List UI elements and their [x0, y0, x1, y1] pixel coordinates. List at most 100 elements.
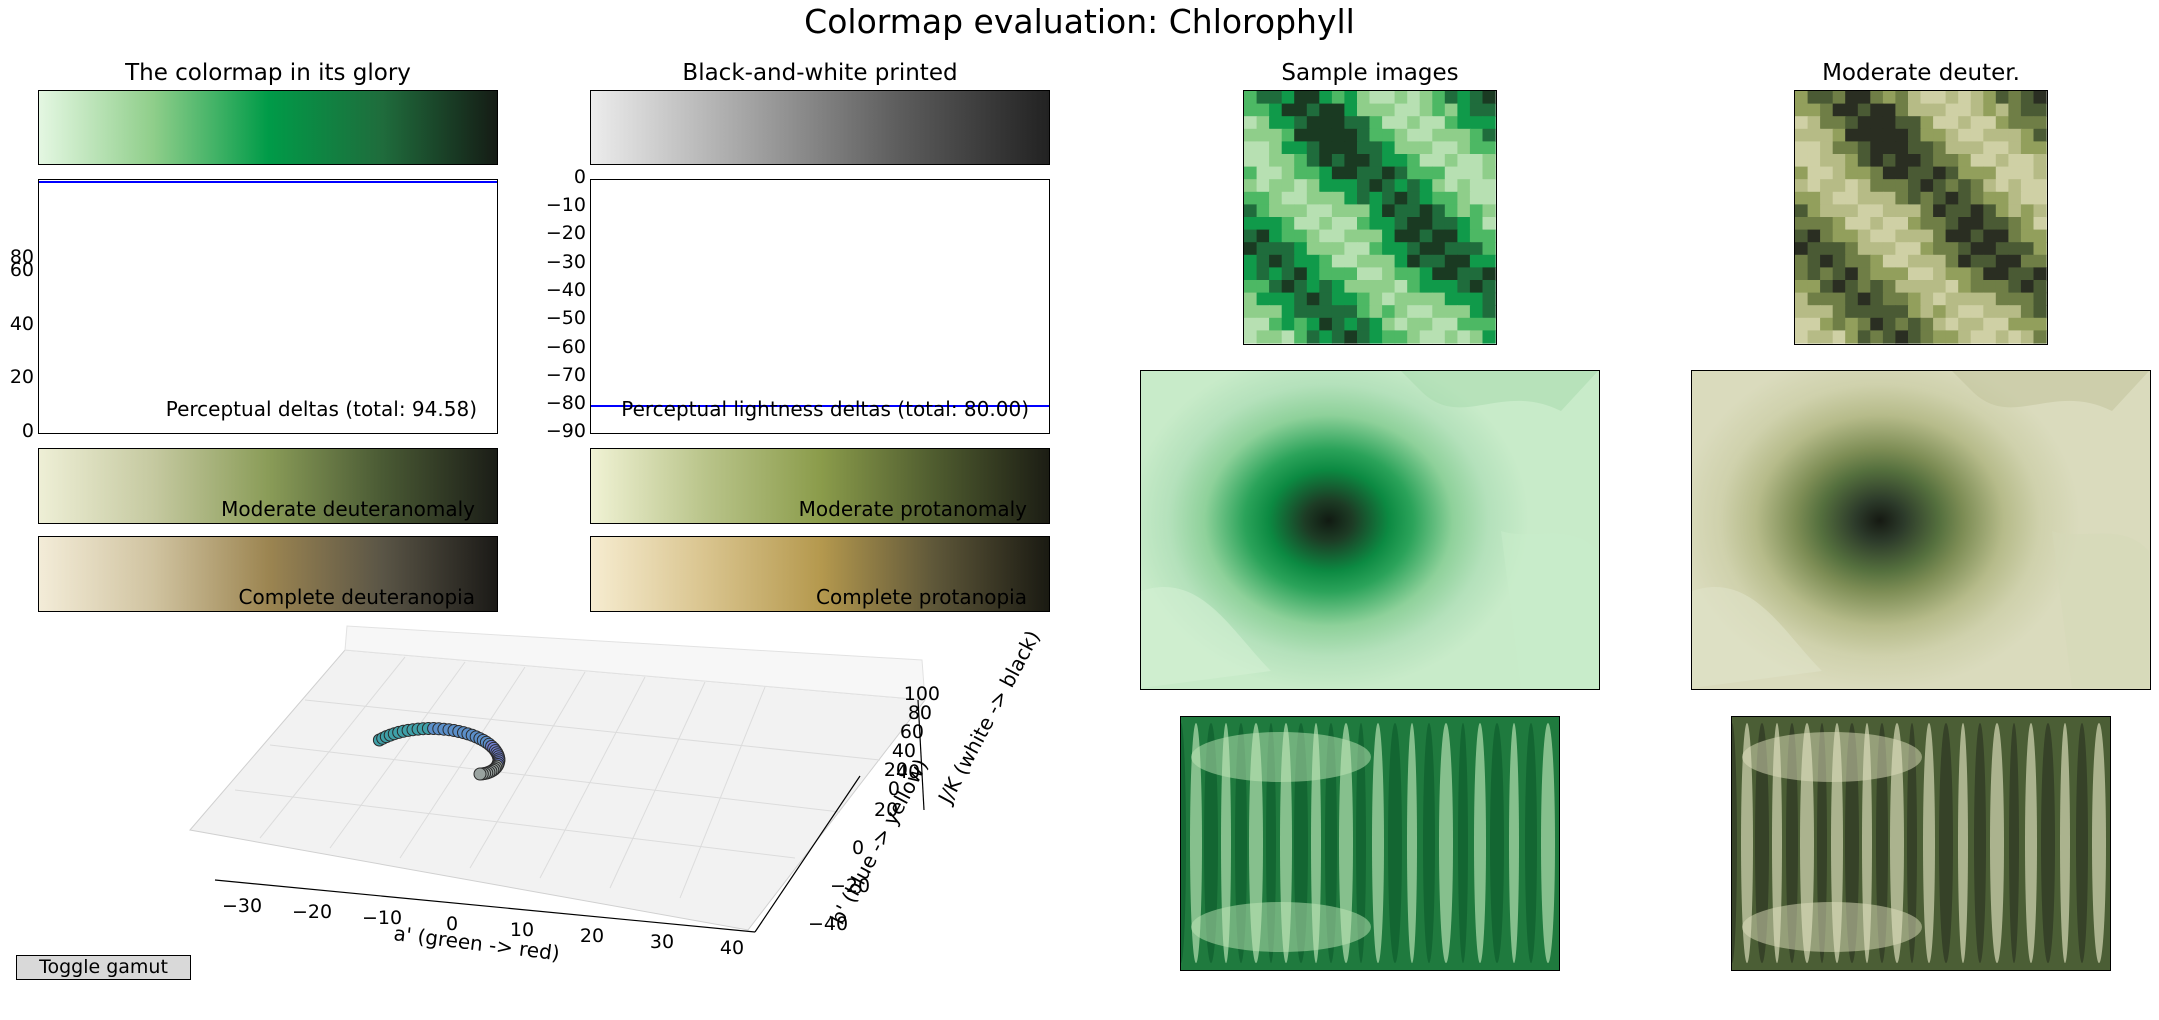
pixel	[1908, 116, 1922, 130]
pixel	[1857, 254, 1871, 268]
pixel	[1256, 128, 1270, 142]
pixel	[1344, 141, 1358, 155]
pixel	[1319, 280, 1333, 294]
pixel	[1807, 242, 1821, 256]
pixel	[1394, 103, 1408, 117]
pixel	[1281, 217, 1295, 231]
pixel	[1269, 330, 1283, 344]
pixel	[1244, 103, 1258, 117]
comp-protanopia-label: Complete protanopia	[816, 585, 1027, 609]
pixel	[1882, 191, 1897, 205]
pixel	[1432, 254, 1446, 268]
pixel	[1457, 179, 1471, 193]
pixel	[1870, 204, 1884, 218]
pixel	[1457, 141, 1471, 155]
pixel	[1419, 91, 1433, 105]
pixel	[1331, 128, 1346, 142]
pixel	[1369, 229, 1383, 243]
pixel	[1407, 154, 1421, 168]
pixel	[1870, 242, 1884, 256]
pixel	[1845, 229, 1859, 243]
wave-band	[1407, 723, 1417, 963]
pixel	[2020, 204, 2035, 218]
pixel	[1795, 267, 1809, 281]
pixel	[1306, 305, 1320, 319]
pixel	[1294, 191, 1308, 205]
pixel	[1269, 204, 1283, 218]
pixel	[1882, 317, 1897, 331]
pixel	[1832, 292, 1846, 306]
pixel	[1331, 267, 1346, 281]
pixel	[1845, 317, 1859, 331]
pixel	[1920, 128, 1934, 142]
pixel	[1945, 330, 1959, 344]
pixel	[1319, 229, 1333, 243]
pixel	[1882, 305, 1897, 319]
pixel	[1807, 204, 1821, 218]
pixel	[1256, 267, 1270, 281]
pixel	[2008, 254, 2022, 268]
pixel	[1382, 330, 1396, 344]
pixel	[1357, 229, 1371, 243]
toggle-gamut-button[interactable]: Toggle gamut	[16, 955, 191, 980]
pixel	[1895, 166, 1909, 180]
pixel	[1832, 229, 1846, 243]
pixel	[1945, 91, 1959, 105]
pixel	[1795, 317, 1809, 331]
pixel	[1331, 292, 1346, 306]
ytick-label: 0	[573, 166, 586, 188]
pixel	[1369, 179, 1383, 193]
pixel	[1419, 229, 1433, 243]
pixel	[1920, 154, 1934, 168]
pixel	[1832, 317, 1846, 331]
pixel	[1244, 179, 1258, 193]
pixel	[1331, 330, 1346, 344]
pixel	[1870, 254, 1884, 268]
pixel	[1857, 305, 1871, 319]
pixel	[1269, 154, 1283, 168]
pixel	[1920, 330, 1934, 344]
pixel	[1482, 254, 1496, 268]
pixel	[2033, 229, 2047, 243]
pixel	[1882, 267, 1897, 281]
pixel	[1482, 179, 1496, 193]
pixel	[1482, 91, 1496, 105]
ytick-label: −40	[808, 913, 848, 935]
wave-band	[2009, 723, 2019, 963]
pixel	[1457, 267, 1471, 281]
pixel	[1394, 267, 1408, 281]
pixel	[1281, 317, 1295, 331]
pixel	[1281, 280, 1295, 294]
deuter-image-pixelated	[1794, 90, 2048, 345]
pixel	[2033, 103, 2047, 117]
pixel	[1895, 204, 1909, 218]
wave-band	[1311, 723, 1321, 963]
pixel	[1269, 305, 1283, 319]
pixel	[1369, 242, 1383, 256]
pixel	[1357, 204, 1371, 218]
comp-deuteranopia-bar: Complete deuteranopia	[38, 536, 498, 612]
pixel	[1294, 128, 1308, 142]
pixel	[1294, 204, 1308, 218]
pixel	[1807, 154, 1821, 168]
pixel	[1857, 317, 1871, 331]
pixel	[1382, 191, 1396, 205]
pixel	[1407, 166, 1421, 180]
pixel	[1444, 166, 1458, 180]
pixel	[1357, 191, 1371, 205]
pixel	[1845, 267, 1859, 281]
pixel	[1908, 217, 1922, 231]
pixel	[1895, 141, 1909, 155]
pixel	[1369, 103, 1383, 117]
pixel	[1870, 280, 1884, 294]
pixel	[1845, 103, 1859, 117]
pixel	[1820, 254, 1834, 268]
pixel	[1857, 204, 1871, 218]
pixel	[1820, 267, 1834, 281]
pixel	[1970, 292, 1984, 306]
pixel	[1857, 154, 1871, 168]
pixel	[1807, 267, 1821, 281]
pixel	[1382, 254, 1396, 268]
pixel	[1407, 267, 1421, 281]
